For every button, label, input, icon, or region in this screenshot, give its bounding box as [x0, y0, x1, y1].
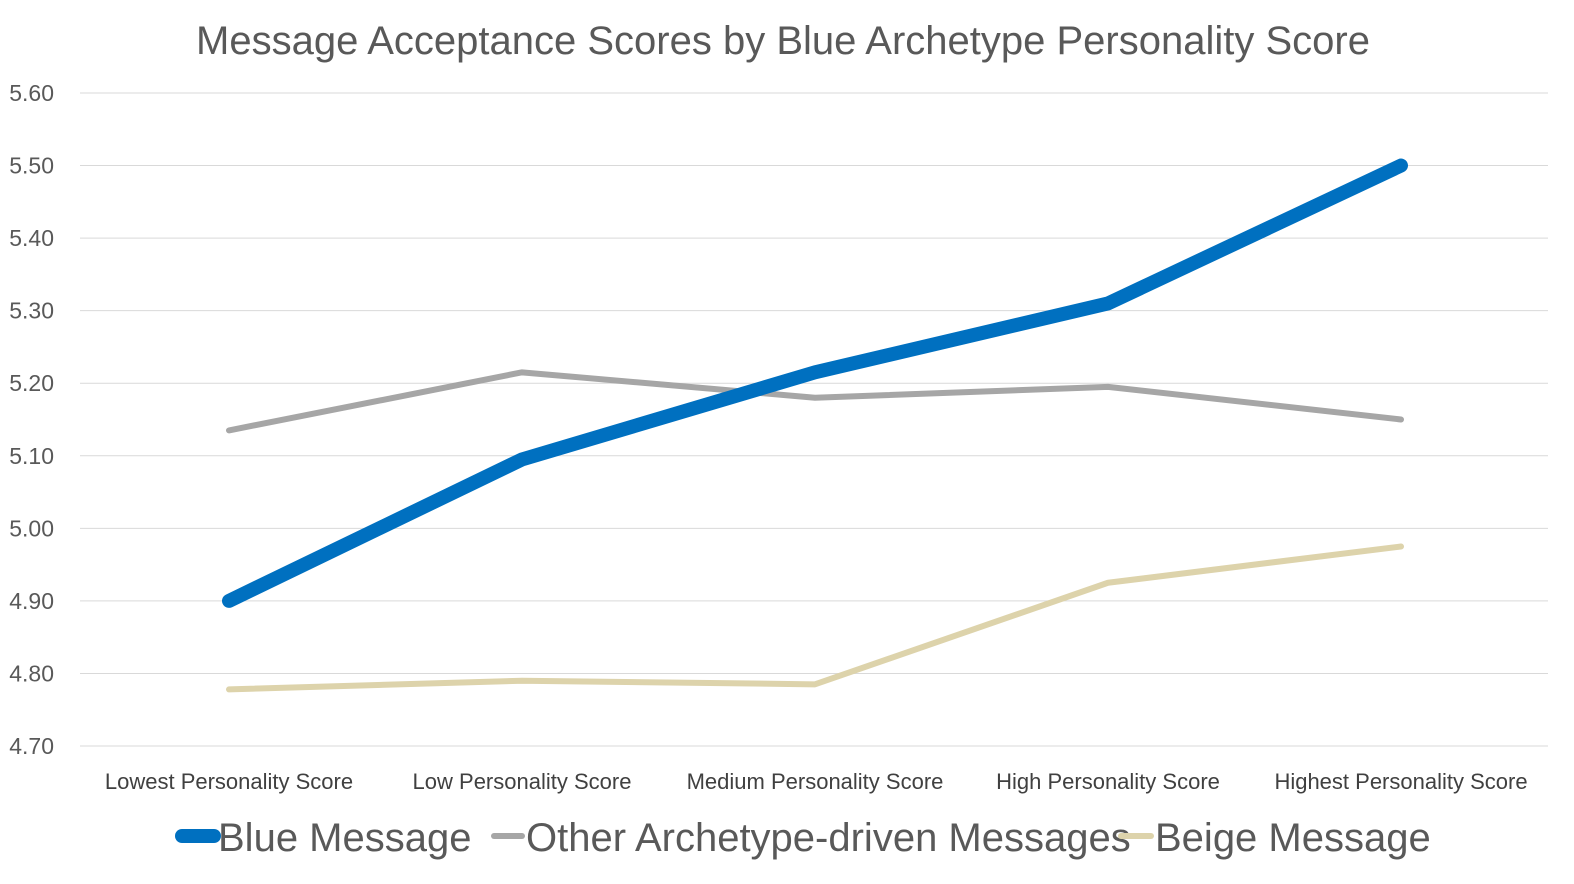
- y-tick-label: 4.70: [9, 733, 54, 759]
- y-tick-label: 5.20: [9, 370, 54, 396]
- series-line-1: [226, 369, 1404, 434]
- chart-title: Message Acceptance Scores by Blue Archet…: [196, 19, 1370, 63]
- x-category-label: Highest Personality Score: [1274, 769, 1527, 794]
- legend-label-1: Other Archetype-driven Messages: [526, 816, 1131, 860]
- y-tick-label: 5.50: [9, 153, 54, 179]
- legend-label-0: Blue Message: [218, 816, 471, 860]
- series-lines: [222, 158, 1408, 693]
- x-category-label: Lowest Personality Score: [105, 769, 353, 794]
- y-tick-label: 5.00: [9, 515, 54, 541]
- y-tick-label: 5.40: [9, 225, 54, 251]
- legend-label-2: Beige Message: [1155, 816, 1431, 860]
- x-category-label: Low Personality Score: [413, 769, 632, 794]
- gridlines: [80, 92, 1548, 747]
- y-axis-tick-labels: 4.70 4.80 4.90 5.00 5.10 5.20 5.30 5.40 5.50 5.60: [9, 80, 54, 759]
- y-tick-label: 5.60: [9, 80, 54, 106]
- series-line-0: [222, 158, 1408, 608]
- y-tick-label: 5.10: [9, 443, 54, 469]
- y-tick-label: 4.90: [9, 588, 54, 614]
- y-tick-label: 5.30: [9, 298, 54, 324]
- x-category-label: Medium Personality Score: [687, 769, 944, 794]
- x-axis-category-labels: Lowest Personality Score Low Personality …: [105, 769, 1528, 794]
- y-tick-label: 4.80: [9, 660, 54, 686]
- legend: Blue Message Other Archetype-driven Messa…: [175, 816, 1431, 860]
- series-line-2: [226, 543, 1404, 693]
- x-category-label: High Personality Score: [996, 769, 1220, 794]
